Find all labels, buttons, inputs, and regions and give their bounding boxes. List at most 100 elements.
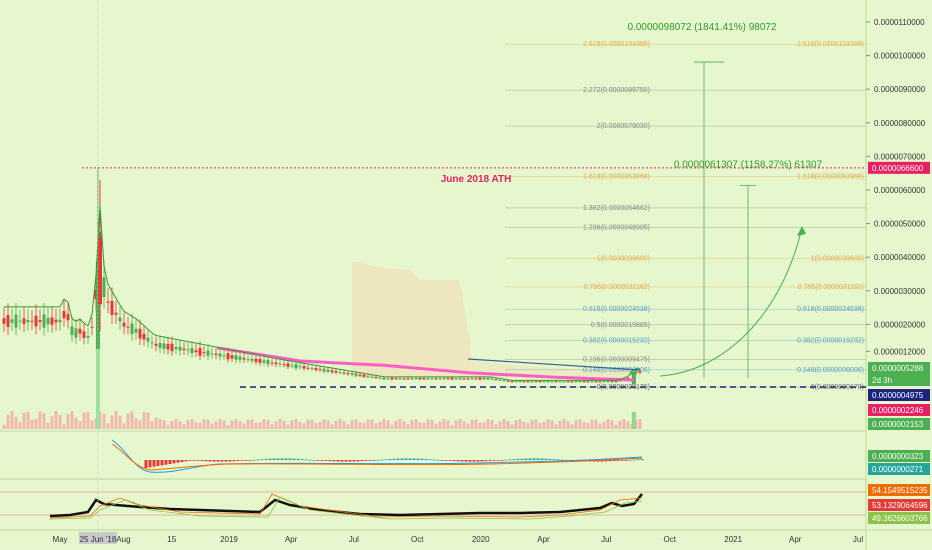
volume-bar: [570, 424, 574, 429]
volume-bar: [282, 420, 286, 429]
macd-histogram-bar: [172, 460, 176, 464]
candle-body: [342, 372, 346, 374]
candle-body: [454, 378, 458, 380]
price-axis[interactable]: 0.0000110000 0.0000100000 0.0000090000 0.00…: [866, 18, 926, 356]
target1-label: 0.0000061307 (1158.27%) 61307: [674, 160, 823, 171]
last-candle-body: [631, 371, 636, 385]
macd-histogram-bar: [488, 460, 492, 461]
candle-body: [458, 378, 462, 380]
candle-body: [294, 364, 298, 369]
macd-histogram-bar: [308, 459, 312, 461]
macd-tags: 0.0000000323 0.0000000271: [868, 450, 930, 475]
macd-histogram-bar: [420, 458, 424, 460]
macd-histogram-bar: [384, 459, 388, 461]
volume-bar: [214, 421, 218, 429]
macd-histogram-bar: [624, 460, 628, 461]
volume-bar: [454, 420, 458, 429]
macd-histogram-bar: [188, 460, 192, 461]
candle-body: [498, 379, 502, 381]
rsi-tag-box: [868, 499, 930, 511]
volume-bar: [286, 424, 290, 429]
macd-histogram-bar: [372, 460, 376, 461]
target-measures: 0.0000061307 (1158.27%) 61307 0.000009807…: [627, 22, 823, 378]
candle-body: [242, 357, 246, 360]
volume-bar: [254, 422, 258, 429]
time-tick-label: Jul: [853, 535, 863, 544]
volume-bar: [446, 420, 450, 429]
macd-pane[interactable]: [0, 432, 866, 478]
candle-body: [366, 376, 370, 378]
candle-body: [334, 371, 338, 373]
candle-body: [570, 381, 574, 383]
candle-body: [566, 381, 570, 383]
volume-bar: [70, 411, 74, 429]
candle-body: [538, 381, 542, 383]
price-tag-box: [868, 362, 930, 374]
volume-bar: [426, 419, 430, 429]
volume-bar: [218, 419, 222, 429]
volume-bar: [386, 420, 390, 429]
candle-body: [594, 381, 598, 383]
candle-body: [542, 381, 546, 383]
moving-average-line: [217, 346, 634, 382]
price-tick-label: 0.0000012000: [874, 347, 926, 356]
macd-histogram-bar: [504, 459, 508, 461]
volume-bar: [174, 419, 178, 429]
volume-bar: [614, 424, 618, 429]
volume-bar: [470, 419, 474, 429]
macd-histogram-bar: [640, 458, 644, 460]
volume-bar: [542, 422, 546, 429]
time-tick-label: 2021: [724, 535, 742, 544]
time-tick-label: 25 Jun '18: [80, 535, 117, 544]
candle-body: [354, 373, 358, 376]
fib-level-label: 1.236(0.0000048905): [583, 224, 650, 231]
fib-right-label: 0.786(0.0000031162): [798, 284, 864, 291]
fib-right-label: 2.618(0.0000103398): [797, 41, 864, 48]
volume-bar: [634, 419, 638, 429]
candle-body: [6, 315, 10, 327]
macd-histogram-bar: [180, 460, 184, 462]
candle-body: [418, 377, 422, 380]
candle-body: [258, 358, 262, 363]
macd-histogram-bar: [408, 458, 412, 460]
macd-histogram-bar: [472, 460, 476, 462]
rsi-tags: 54.1549515235 53.1329064596 49.3626603766: [868, 484, 930, 524]
candle-body: [578, 381, 582, 383]
volume-bar: [370, 419, 374, 429]
price-tag-label: 0.0000005288: [872, 364, 924, 373]
volume-last: [631, 412, 636, 429]
macd-histogram-bar: [300, 459, 304, 460]
volume-bar: [202, 419, 206, 429]
volume-bar: [318, 422, 322, 429]
candle-body: [282, 364, 286, 366]
candle-body: [478, 377, 482, 380]
volume-bar: [162, 420, 166, 429]
candle-body: [378, 377, 382, 379]
volume-bar: [522, 421, 526, 429]
candle-body: [10, 319, 14, 323]
volume-bar: [238, 421, 242, 429]
fib-level-label: 0.382(0.0000015232): [583, 337, 650, 344]
fib-level-label: 0.148(0.0000006006): [583, 367, 650, 374]
macd-histogram-bar: [320, 460, 324, 461]
volume-bar: [186, 419, 190, 429]
volume-bar: [290, 420, 294, 429]
candle-body: [314, 368, 318, 371]
fib-level-label: 1.382(0.0000054662): [583, 205, 650, 212]
macd-histogram-bar: [176, 460, 180, 463]
trailing-stop-line: [4, 206, 640, 381]
time-tick-label: Apr: [789, 535, 802, 544]
candle-body: [322, 368, 326, 372]
candle-body: [138, 328, 142, 339]
rsi-pane[interactable]: [0, 480, 866, 530]
candle-body: [390, 377, 394, 380]
fib-level-label: 1.618(0.0000063968): [583, 174, 650, 181]
candle-body: [218, 353, 222, 357]
volume-bar: [490, 419, 494, 429]
volume-bar: [30, 419, 34, 429]
fib-right-label: 0(0.0000000170): [811, 384, 864, 391]
time-axis[interactable]: May 25 Jun '18 Aug 15 2019 Apr Jul Oct 2020 Apr Ju…: [52, 0, 863, 544]
macd-histogram-bar: [144, 460, 148, 468]
